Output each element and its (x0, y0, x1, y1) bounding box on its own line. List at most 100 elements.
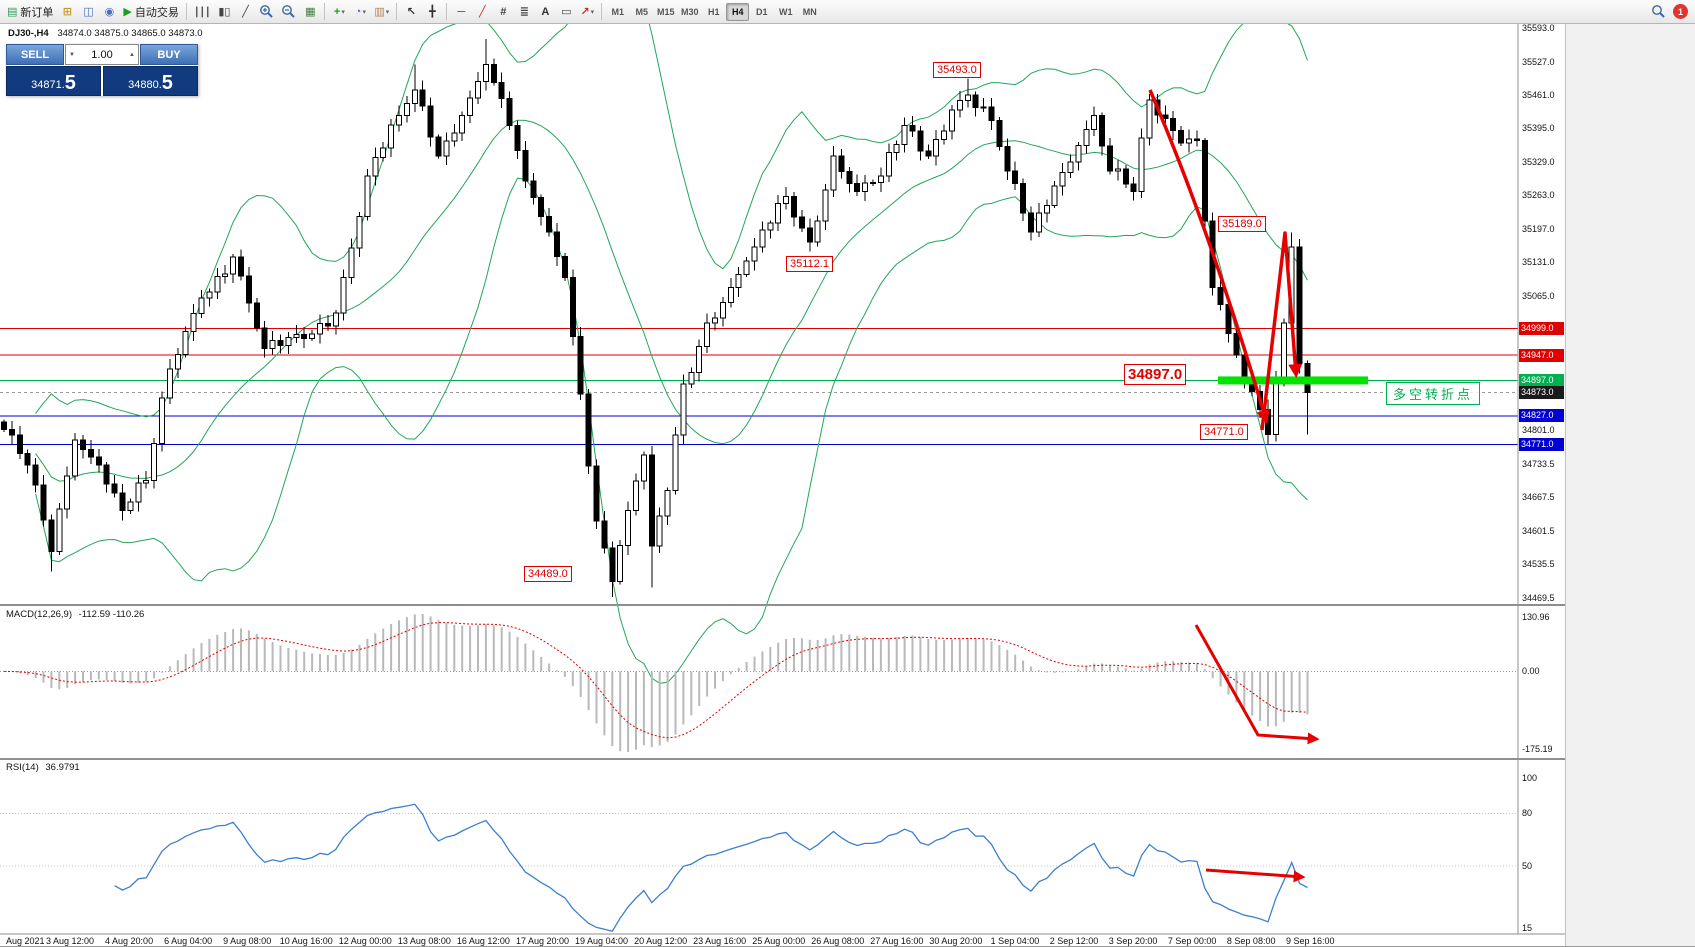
new-order-button[interactable]: ▤ 新订单 (4, 2, 56, 22)
timeframe-h4[interactable]: H4 (726, 2, 750, 21)
fibonacci-icon[interactable]: # (493, 2, 513, 22)
volume-input[interactable]: ▼ 1.00 ▲ (65, 44, 139, 65)
chart-title: DJ30-,H4 34874.0 34875.0 34865.0 34873.0 (8, 28, 203, 39)
crosshair-icon[interactable]: ╋ (422, 2, 442, 22)
crosshair-icon: ╋ (428, 6, 436, 18)
templates-icon: ▥ (374, 6, 385, 18)
price-axis-tick: 35527.0 (1522, 56, 1555, 67)
time-axis-label: 27 Aug 16:00 (870, 936, 924, 946)
fibonacci-icon: # (500, 5, 507, 18)
toolbar-separator (324, 3, 326, 20)
sell-button[interactable]: SELL (6, 44, 64, 65)
templates-icon[interactable]: ▥ ▾ (371, 2, 392, 22)
timeframe-m30[interactable]: M30 (681, 6, 699, 17)
price-axis-tick: 35197.0 (1522, 223, 1555, 234)
autotrade-button[interactable]: ▶ 自动交易 (120, 2, 181, 22)
rsi-label: RSI(14) (6, 762, 39, 773)
time-axis-label: 26 Aug 08:00 (811, 936, 865, 946)
timeframe-m1[interactable]: M1 (611, 6, 625, 17)
time-axis-label: 20 Aug 12:00 (634, 936, 688, 946)
candlestick-style-icon: ▮▯ (218, 6, 231, 18)
time-axis-label: 4 Aug 20:00 (105, 936, 154, 946)
price-annotation: 35493.0 (933, 62, 981, 78)
time-axis-label: 19 Aug 04:00 (575, 936, 629, 946)
price-annotation: 34489.0 (524, 566, 572, 582)
grid-lines-icon[interactable]: ≣ (514, 2, 534, 22)
timeframe-d1[interactable]: D1 (756, 6, 768, 17)
indicators-icon[interactable]: + ▾ (329, 2, 349, 22)
timeframe-m5[interactable]: M5 (635, 6, 649, 17)
text-tool-icon[interactable]: A (535, 2, 555, 22)
price-annotation: 35189.0 (1218, 216, 1266, 232)
trendline-icon[interactable]: ╱ (472, 2, 492, 22)
toolbar-separator (396, 3, 398, 20)
candlestick-style-icon[interactable]: ▮▯ (214, 2, 234, 22)
zoom-out-icon[interactable] (278, 2, 299, 22)
refresh-icon: ◉ (104, 6, 115, 18)
toolbar-separator (185, 3, 187, 20)
rsi-axis-tick: 80 (1522, 808, 1533, 819)
volume-up-caret[interactable]: ▲ (129, 52, 135, 58)
profiles-icon[interactable]: ◫ (78, 2, 98, 22)
line-chart-style-icon: ╱ (242, 6, 249, 18)
refresh-icon[interactable]: ◉ (99, 2, 119, 22)
sell-price[interactable]: 34871. 5 (6, 66, 101, 96)
price-annotation: 35112.1 (786, 256, 833, 272)
cursor-icon[interactable]: ↖ (401, 2, 421, 22)
periods-icon: ◔ (354, 5, 362, 18)
line-chart-style-icon[interactable]: ╱ (235, 2, 255, 22)
time-axis-label: 23 Aug 16:00 (693, 936, 747, 946)
timeframe-mn[interactable]: MN (802, 6, 817, 17)
bar-chart-style-icon[interactable]: ∣∣∣ (191, 2, 214, 22)
arrow-tool-icon: ↗ (580, 6, 590, 18)
time-axis-label: 3 Aug 12:00 (45, 936, 95, 946)
time-axis-label: 25 Aug 00:00 (752, 936, 806, 946)
arrow-tool-icon[interactable]: ↗ ▾ (577, 2, 597, 22)
new-order-button: ▤ (7, 6, 18, 18)
toolbar: ▤ 新订单 ⊞ ◫ ◉ ▶ 自动交易 ∣∣∣ ▮▯ ╱ ▦ + ▾ ◔ ▾ ▥ ▾ ↖ ╋ ─ ╱ # ≣ A ▭ ↗ ▾ M1 M5 M… (0, 0, 1695, 24)
autotrade-button: ▶ (123, 6, 132, 18)
tile-windows-icon[interactable]: ▦ (300, 2, 320, 22)
rsi-value: 36.9791 (45, 762, 80, 773)
macd-label: MACD(12,26,9) (6, 609, 72, 620)
buy-button[interactable]: BUY (140, 44, 198, 65)
notification-badge[interactable]: 1 (1673, 4, 1688, 19)
time-axis-label: 9 Sep 16:00 (1285, 936, 1335, 946)
zoom-in-icon[interactable] (256, 2, 277, 22)
workspace-empty-area (1565, 24, 1695, 946)
buy-price[interactable]: 34880. 5 (103, 66, 198, 96)
chart-window-icon[interactable]: ⊞ (57, 2, 77, 22)
price-level-chip: 34827.0 (1519, 409, 1564, 423)
price-annotation: 34897.0 (1124, 364, 1187, 385)
label-tool-icon[interactable]: ▭ (556, 2, 576, 22)
search-icon[interactable] (1648, 2, 1669, 22)
time-axis-label: 3 Sep 20:00 (1108, 936, 1158, 946)
turning-point-annotation: 多空转折点 (1386, 382, 1481, 405)
autotrade-button-label: 自动交易 (134, 6, 179, 19)
price-axis-tick: 34535.5 (1522, 559, 1555, 570)
rsi-axis-tick: 15 (1522, 923, 1533, 933)
macd-header: MACD(12,26,9) -112.59 -110.26 (6, 609, 144, 620)
sell-price-main: 34871. (31, 79, 65, 91)
time-axis-label: 9 Aug 08:00 (223, 936, 272, 946)
buy-price-main: 34880. (128, 79, 162, 91)
timeframe-w1[interactable]: W1 (779, 6, 793, 17)
volume-down-caret[interactable]: ▼ (69, 52, 75, 58)
price-axis-tick: 34601.5 (1522, 525, 1555, 536)
macd-axis-min: -175.19 (1522, 744, 1553, 754)
horizontal-line-icon[interactable]: ─ (451, 2, 471, 22)
rsi-header: RSI(14) 36.9791 (6, 762, 80, 773)
time-axis-label: 17 Aug 20:00 (515, 936, 569, 946)
price-axis-tick: 35065.0 (1522, 290, 1555, 301)
ohlc-values: 34874.0 34875.0 34865.0 34873.0 (57, 28, 203, 39)
timeframe-h1[interactable]: H1 (708, 6, 720, 17)
periods-icon[interactable]: ◔ ▾ (350, 2, 370, 22)
time-axis-label: 12 Aug 00:00 (338, 936, 392, 946)
time-axis-label: 13 Aug 08:00 (397, 936, 451, 946)
timeframe-m15[interactable]: M15 (657, 6, 675, 17)
indicators-icon: + (333, 5, 341, 18)
toolbar-separator (601, 3, 603, 20)
price-axis-tick: 35395.0 (1522, 123, 1555, 134)
time-axis-label: 30 Aug 20:00 (929, 936, 983, 946)
